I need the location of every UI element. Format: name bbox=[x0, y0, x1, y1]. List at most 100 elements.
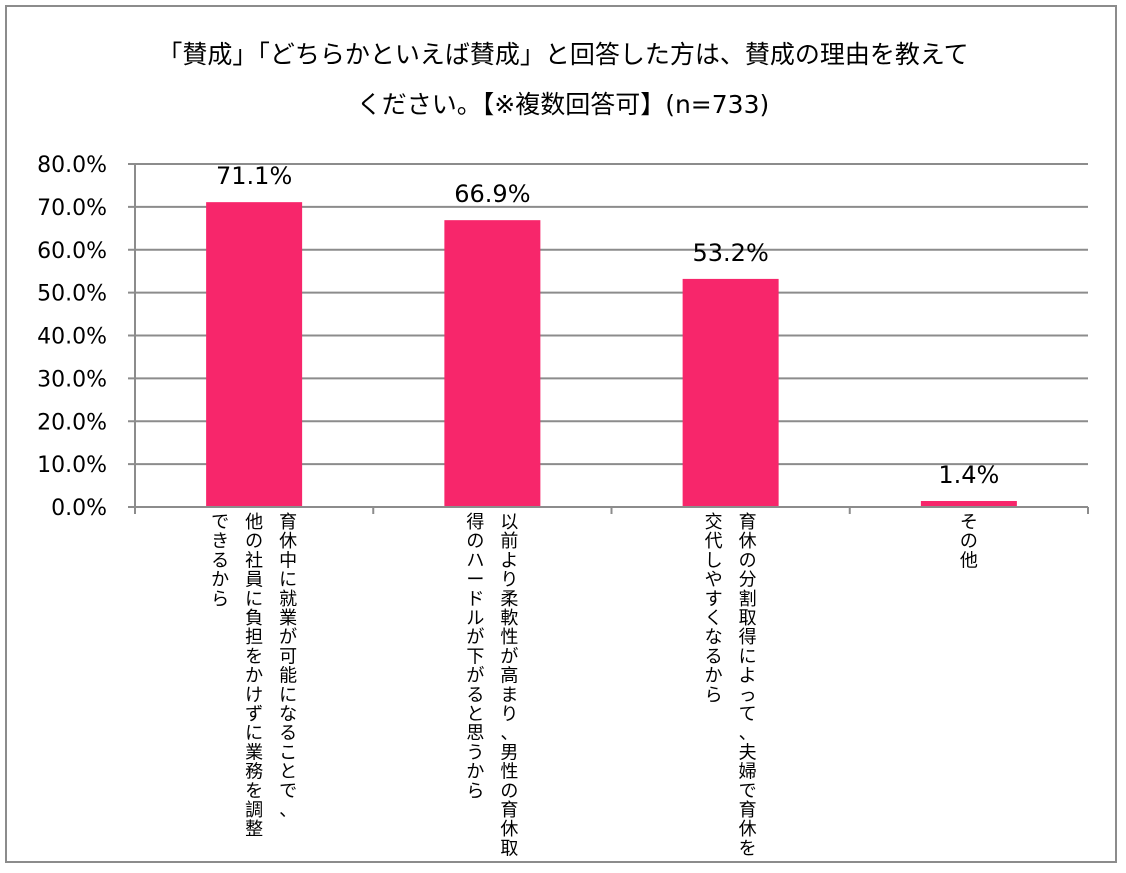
bar bbox=[206, 202, 303, 507]
data-label: 66.9% bbox=[454, 180, 530, 208]
x-category-label-char: る bbox=[466, 685, 484, 706]
chart-title-line-1: 「賛成」「どちらかといえば賛成」と回答した方は、賛成の理由を教えて bbox=[157, 40, 969, 69]
data-label: 1.4% bbox=[938, 461, 999, 489]
x-category-label-char: 交 bbox=[705, 512, 723, 533]
x-category-label-char: か bbox=[705, 666, 723, 687]
x-category-label-char: と bbox=[279, 762, 297, 783]
x-category-label-char: を bbox=[739, 838, 757, 859]
y-tick-label: 70.0% bbox=[37, 196, 107, 221]
x-category-label-char: て bbox=[739, 704, 757, 725]
x-category-label-char: と bbox=[466, 704, 484, 725]
x-category-label-char: が bbox=[279, 627, 297, 648]
x-category-label-char: が bbox=[466, 666, 484, 687]
x-category-label-char: る bbox=[211, 550, 229, 571]
chart-title: 「賛成」「どちらかといえば賛成」と回答した方は、賛成の理由を教えて ください。【… bbox=[0, 30, 1126, 130]
y-tick-label: 30.0% bbox=[37, 367, 107, 392]
x-category-label-char: う bbox=[466, 742, 484, 763]
x-category-label-char: そ bbox=[960, 512, 978, 533]
x-category-label-char: 性 bbox=[500, 762, 518, 783]
x-category-label-char: や bbox=[705, 570, 723, 591]
chart-title-line-2: ください。【※複数回答可】(n=733) bbox=[356, 90, 770, 119]
x-category-label-char: な bbox=[279, 704, 297, 725]
x-category-label-char: の bbox=[500, 781, 518, 802]
x-category-label-char: ド bbox=[466, 589, 484, 610]
x-category-label-char: 思 bbox=[466, 723, 484, 744]
x-category-label-char: 、 bbox=[279, 800, 297, 821]
x-category-label-char: に bbox=[245, 589, 263, 610]
x-category-label-char: に bbox=[279, 570, 297, 591]
x-category-label-char: で bbox=[211, 512, 229, 533]
y-tick-label: 0.0% bbox=[51, 496, 107, 521]
x-category-label-char: 婦 bbox=[739, 762, 757, 783]
x-category-label-char: 柔 bbox=[500, 589, 518, 610]
x-category-label-char: の bbox=[739, 550, 757, 571]
x-category-label-char: の bbox=[245, 531, 263, 552]
data-label: 53.2% bbox=[693, 239, 769, 267]
x-category-label-char: 他 bbox=[245, 512, 263, 533]
data-label: 71.1% bbox=[216, 162, 292, 190]
x-category-label-char: 代 bbox=[705, 531, 723, 552]
x-category-label-char: が bbox=[500, 646, 518, 667]
x-category-label-char: 男 bbox=[500, 742, 518, 763]
x-category-label-char: 割 bbox=[739, 589, 757, 610]
x-category-label-char: ル bbox=[466, 608, 484, 629]
bar bbox=[682, 278, 779, 507]
bar bbox=[444, 220, 541, 507]
x-category-label-char: り bbox=[500, 570, 518, 591]
x-category-label-char: ら bbox=[211, 589, 229, 610]
x-category-label-char: り bbox=[500, 704, 518, 725]
x-category-label-char: こ bbox=[279, 742, 297, 763]
x-category-label-char: 就 bbox=[279, 589, 297, 610]
x-category-label-char: 休 bbox=[279, 531, 297, 552]
x-category-label-char: 休 bbox=[500, 819, 518, 840]
x-category-label-char: る bbox=[279, 723, 297, 744]
x-category-label-char: よ bbox=[500, 550, 518, 571]
x-category-label-char: 育 bbox=[739, 800, 757, 821]
x-category-label-char: 以 bbox=[500, 512, 518, 533]
y-tick-label: 60.0% bbox=[37, 239, 107, 264]
x-category-label-char: ら bbox=[705, 685, 723, 706]
x-category-label-char: に bbox=[245, 723, 263, 744]
x-category-label-char: 前 bbox=[500, 531, 518, 552]
x-category-label-char: 業 bbox=[279, 608, 297, 629]
x-category-label-char: か bbox=[245, 666, 263, 687]
x-category-label-char: 、 bbox=[500, 723, 518, 744]
x-category-label-char: し bbox=[705, 550, 723, 571]
x-category-label-char: 負 bbox=[245, 608, 263, 629]
x-category-label-char: 休 bbox=[739, 819, 757, 840]
x-category-label-char: る bbox=[705, 646, 723, 667]
x-category-label-char: の bbox=[960, 531, 978, 552]
x-category-label-char: 下 bbox=[466, 646, 484, 667]
x-category-label-char: 調 bbox=[245, 800, 263, 821]
x-category-label-char: に bbox=[739, 646, 757, 667]
x-category-label-char: ハ bbox=[466, 550, 484, 571]
x-category-label-char: け bbox=[245, 685, 263, 706]
x-category-label-char: か bbox=[211, 570, 229, 591]
x-category-label-char: 高 bbox=[500, 666, 518, 687]
x-category-label-char: 業 bbox=[245, 742, 263, 763]
x-category-label-char: 能 bbox=[279, 666, 297, 687]
x-category-label-char: 育 bbox=[500, 800, 518, 821]
x-category-label-char: よ bbox=[739, 666, 757, 687]
x-category-label-char: ず bbox=[245, 704, 263, 725]
x-category-label-char: 担 bbox=[245, 627, 263, 648]
x-category-label-char: っ bbox=[739, 685, 757, 706]
x-category-label-char: 整 bbox=[245, 819, 263, 840]
x-category-label-char: 性 bbox=[500, 627, 518, 648]
x-category-label-char: ー bbox=[466, 570, 484, 591]
x-category-label-char: き bbox=[211, 531, 229, 552]
x-category-label-char: 社 bbox=[245, 550, 263, 571]
x-category-label-char: く bbox=[705, 608, 723, 629]
x-category-label-char: の bbox=[466, 531, 484, 552]
x-category-label-char: 可 bbox=[279, 646, 297, 667]
x-category-label-char: 取 bbox=[739, 608, 757, 629]
x-category-label-char: 他 bbox=[960, 550, 978, 571]
y-tick-label: 50.0% bbox=[37, 282, 107, 307]
x-category-label-char: 休 bbox=[739, 531, 757, 552]
y-tick-label: 20.0% bbox=[37, 410, 107, 435]
x-category-label-char: ま bbox=[500, 685, 518, 706]
x-category-label-char: 中 bbox=[279, 550, 297, 571]
x-category-label-char: 員 bbox=[245, 570, 263, 591]
x-category-label-char: な bbox=[705, 627, 723, 648]
